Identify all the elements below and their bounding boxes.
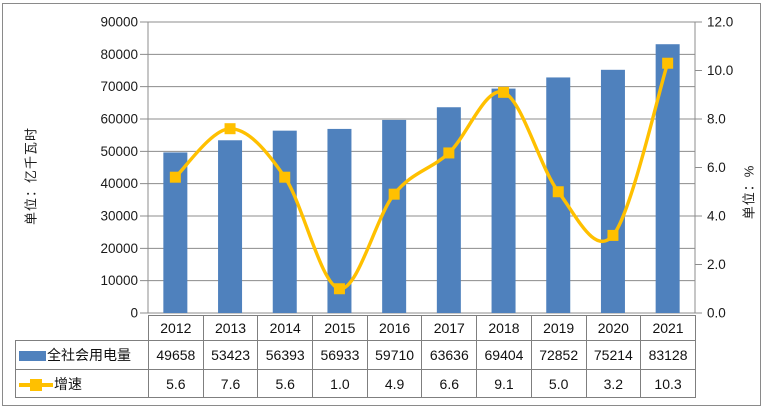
consumption-cell: 56933: [312, 340, 368, 370]
year-cell: 2012: [148, 315, 204, 341]
year-cell: 2017: [421, 315, 478, 341]
consumption-cell: 49658: [148, 340, 204, 370]
growth-cell: 5.0: [530, 369, 587, 398]
consumption-cell: 53423: [202, 340, 259, 370]
growth-cell: 7.6: [202, 369, 259, 398]
bar-swatch-icon: [19, 351, 46, 361]
legend-spacer: [16, 316, 149, 341]
year-cell: 2014: [257, 315, 314, 341]
year-cell: 2015: [312, 315, 368, 341]
growth-cell: 3.2: [585, 369, 642, 398]
right-axis-title: 单位：%: [741, 164, 757, 220]
legend-consumption-label: 全社会用电量: [47, 347, 131, 363]
line-swatch-icon: [19, 378, 53, 391]
year-cell: 2021: [640, 315, 696, 341]
growth-cell: 5.6: [257, 369, 314, 398]
left-axis-title: 单位：亿千瓦时: [23, 126, 39, 226]
legend-consumption: 全社会用电量: [15, 340, 149, 370]
consumption-cell: 63636: [421, 340, 478, 370]
consumption-cell: 69404: [476, 340, 532, 370]
consumption-cell: 56393: [257, 340, 314, 370]
legend-growth-label: 增速: [54, 375, 82, 392]
consumption-cell: 83128: [640, 340, 696, 370]
legend-growth: 增速: [15, 369, 149, 398]
consumption-cell: 59710: [366, 340, 423, 370]
growth-cell: 4.9: [366, 369, 423, 398]
growth-cell: 5.6: [148, 369, 204, 398]
growth-cell: 6.6: [421, 369, 478, 398]
consumption-cell: 75214: [585, 340, 642, 370]
data-table: 2012 2013 2014 2015 2016 2017 2018 2019 2020 2021…: [15, 315, 696, 398]
year-cell: 2016: [366, 315, 423, 341]
consumption-cell: 72852: [530, 340, 587, 370]
growth-cell: 10.3: [640, 369, 696, 398]
year-cell: 2020: [585, 315, 642, 341]
year-cell: 2018: [476, 315, 532, 341]
growth-cell: 1.0: [312, 369, 368, 398]
year-cell: 2013: [202, 315, 259, 341]
growth-cell: 9.1: [476, 369, 532, 398]
year-cell: 2019: [530, 315, 587, 341]
